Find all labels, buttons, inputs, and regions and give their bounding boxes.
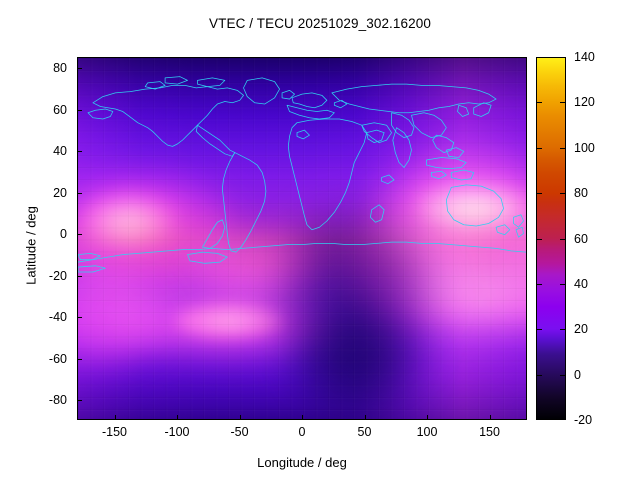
y-tick-label: -80: [48, 393, 67, 407]
x-tick-mark: [177, 415, 178, 420]
y-tick-label: -40: [48, 310, 67, 324]
vtec-heatmap-layer: [78, 58, 526, 419]
x-tick-label: 100: [416, 425, 438, 439]
y-tick-mark: [77, 317, 82, 318]
colorbar-tick-mark: [536, 238, 542, 240]
y-tick-label: -20: [48, 268, 67, 283]
x-tick-label: -150: [101, 425, 128, 439]
vtec-hotspot-south-american-core: [174, 304, 284, 338]
x-tick-mark: [239, 415, 241, 420]
colorbar-tick-mark: [560, 329, 566, 331]
y-tick-mark: [77, 234, 82, 235]
colorbar-tick-mark: [536, 102, 542, 104]
colorbar-tick-mark: [560, 238, 566, 240]
colorbar-tick-mark: [536, 283, 542, 285]
x-tick-label: -100: [164, 425, 190, 439]
x-tick-mark: [364, 415, 366, 420]
colorbar-tick-mark: [560, 147, 566, 149]
colorbar-tick-mark: [560, 102, 566, 104]
colorbar-tick-label: 120: [574, 95, 595, 110]
colorbar-tick-mark: [536, 329, 542, 331]
x-tick-mark: [114, 415, 116, 420]
colorbar-tick-mark: [536, 374, 542, 376]
colorbar-tick-mark: [536, 147, 542, 149]
colorbar-tick-label: 100: [574, 140, 595, 155]
x-tick-mark: [427, 415, 428, 420]
y-tick-label: 60: [53, 102, 67, 117]
map-plot-area: 'vtec_: [77, 57, 527, 420]
y-axis-title: Latitude / deg: [23, 206, 39, 285]
y-tick-mark: [77, 68, 82, 69]
colorbar-tick-mark: [560, 57, 566, 58]
x-tick-label: 150: [479, 425, 500, 439]
y-tick-mark: [77, 400, 82, 401]
colorbar-tick-label: -20: [574, 413, 593, 427]
x-tick-mark: [302, 415, 303, 420]
colorbar-tick-mark: [560, 374, 566, 376]
y-tick-label: -60: [48, 351, 67, 366]
x-axis-title: Longitude / deg: [257, 455, 347, 470]
colorbar-tick-mark: [536, 193, 542, 195]
y-tick-label: 0: [60, 227, 67, 241]
y-tick-label: 80: [53, 61, 67, 75]
y-tick-mark: [77, 109, 82, 111]
colorbar-tick-mark: [536, 57, 542, 58]
colorbar-tick-label: 60: [574, 231, 588, 246]
x-tick-mark: [489, 415, 491, 420]
figure-title: VTEC / TECU 20251029_302.16200: [209, 16, 431, 31]
colorbar-tick-label: 80: [574, 186, 588, 201]
colorbar-tick-label: 40: [574, 276, 588, 291]
colorbar-tick-label: 20: [574, 322, 588, 337]
colorbar-tick-mark: [560, 193, 566, 195]
x-tick-label: -50: [230, 425, 249, 439]
x-tick-label: 0: [298, 425, 306, 439]
x-tick-label: 50: [357, 425, 372, 439]
vtec-polar-south-darkening: [78, 358, 526, 419]
y-tick-mark: [77, 275, 82, 277]
y-tick-mark: [77, 192, 82, 194]
vtec-polar-north-darkening: [78, 58, 526, 108]
colorbar-tick-label: 140: [574, 50, 595, 64]
colorbar-tick-mark: [560, 283, 566, 285]
y-tick-label: 20: [53, 185, 67, 200]
colorbar-tick-label: 0: [574, 367, 581, 382]
y-tick-mark: [77, 151, 82, 152]
y-tick-label: 40: [53, 144, 67, 158]
y-tick-mark: [77, 358, 82, 360]
